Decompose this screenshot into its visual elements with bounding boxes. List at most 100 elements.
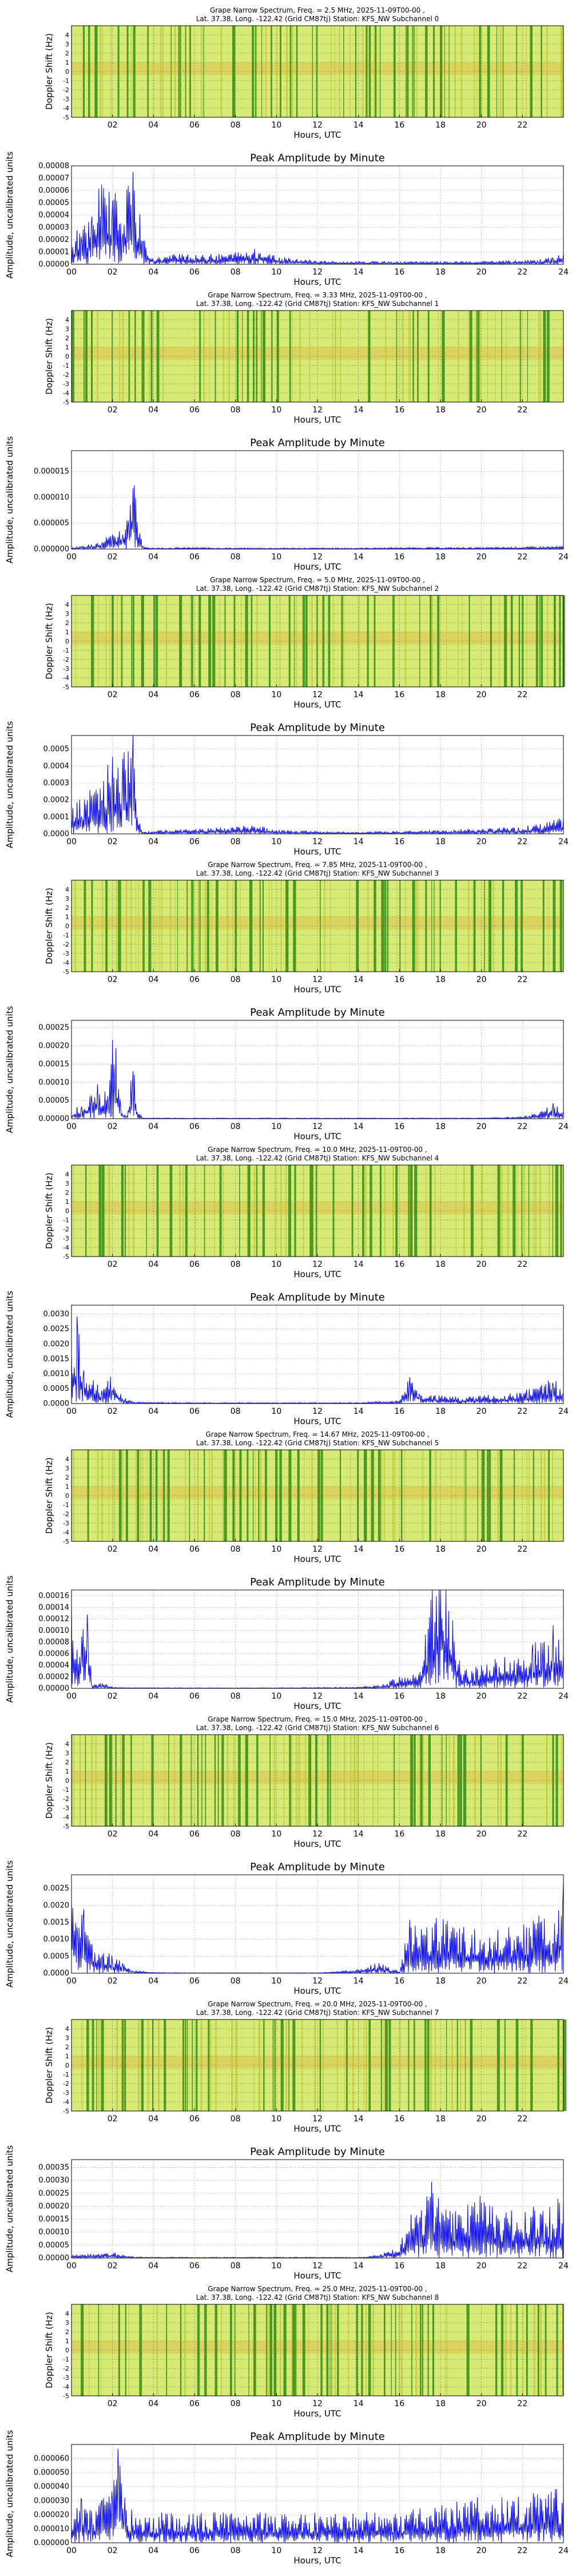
amplitude-xtick-label: 14 — [353, 837, 364, 846]
amplitude-ytick-label: 0.00002 — [38, 236, 69, 244]
spectrum-stripe — [326, 2304, 329, 2396]
spectrum-xlabel: Hours, UTC — [293, 2124, 341, 2134]
spectrum-stripe — [319, 2020, 321, 2111]
spectrum-stripe — [391, 2304, 392, 2396]
amplitude-series-line — [71, 2448, 564, 2543]
spectrum-xtick-label: 10 — [271, 2114, 281, 2124]
amplitude-xtick-label: 14 — [353, 1692, 364, 1701]
spectrum-ytick-label: -5 — [63, 399, 69, 406]
spectrum-stripe — [92, 2020, 94, 2111]
spectrum-xtick-label: 04 — [148, 2114, 158, 2124]
spectrum-xtick-label: 20 — [476, 121, 487, 130]
amplitude-xtick-label: 14 — [353, 1122, 364, 1131]
spectrum-ytick-label: 0 — [65, 353, 69, 360]
spectrum-xtick-label: 12 — [312, 1545, 323, 1554]
spectrum-xtick-label: 22 — [517, 690, 527, 699]
spectrum-stripe — [291, 1735, 292, 1826]
spectrum-stripe — [229, 2304, 232, 2396]
spectrum-stripe — [533, 1450, 534, 1541]
spectrum-ytick-label: 3 — [65, 41, 69, 48]
spectrum-stripe — [361, 2304, 363, 2396]
amplitude-xtick-label: 04 — [148, 1692, 158, 1701]
amplitude-xtick-label: 04 — [148, 837, 158, 846]
spectrum-ytick-label: 4 — [65, 2310, 69, 2317]
spectrum-ytick-label: -5 — [63, 683, 69, 691]
spectrum-xtick-label: 18 — [435, 121, 446, 130]
spectrum-stripe — [298, 1735, 300, 1826]
amplitude-ytick-label: 0.000000 — [34, 545, 69, 554]
spectrum-xtick-label: 12 — [312, 121, 323, 130]
spectrum-stripe — [539, 595, 541, 687]
amplitude-series-line — [71, 1316, 564, 1405]
spectrum-stripe — [192, 880, 194, 972]
amplitude-frame — [71, 2159, 564, 2259]
amplitude-xtick-label: 20 — [476, 268, 487, 277]
spectrum-stripe — [527, 311, 528, 402]
spectrum-xtick-label: 14 — [353, 121, 364, 130]
spectrum-stripe — [296, 26, 298, 117]
spectrum-stripe — [198, 595, 201, 687]
spectrum-stripe — [113, 1450, 115, 1541]
spectrum-xtick-label: 08 — [231, 2114, 241, 2124]
spectrum-xtick-label: 08 — [231, 1260, 241, 1269]
spectrum-stripe — [332, 595, 334, 687]
spectrum-stripe — [510, 2304, 512, 2396]
amplitude-ytick-label: 0.00016 — [38, 1592, 69, 1600]
spectrum-xtick-label: 06 — [189, 690, 200, 699]
spectrum-stripe — [189, 26, 191, 117]
spectrum-stripe — [85, 1735, 86, 1826]
amplitude-ytick-label: 0.00000 — [38, 1684, 69, 1693]
spectrum-stripe — [416, 26, 418, 117]
amplitude-xtick-label: 10 — [271, 837, 281, 846]
spectrum-stripe — [356, 880, 359, 972]
spectrum-stripe — [350, 1450, 351, 1541]
spectrum-xtick-label: 18 — [435, 1545, 446, 1554]
spectrum-xtick-label: 10 — [271, 1830, 281, 1839]
amplitude-xtick-label: 12 — [312, 1407, 323, 1416]
spectrum-stripe — [265, 26, 267, 117]
spectrum-ytick-label: 2 — [65, 1189, 69, 1196]
spectrum-stripe — [146, 1450, 148, 1541]
amplitude-xtick-label: 22 — [517, 837, 527, 846]
spectrum-stripe — [147, 26, 149, 117]
spectrum-xtick-label: 12 — [312, 2399, 323, 2408]
amplitude-frame — [71, 165, 564, 265]
amplitude-ytick-label: 0.0015 — [43, 1918, 70, 1927]
amplitude-xtick-label: 08 — [231, 1122, 241, 1131]
spectrum-stripe — [548, 1450, 550, 1541]
spectrum-stripe — [149, 1450, 152, 1541]
spectrum-panel-4: 02 04 06 08 10 12 14 16 18 20 22-5-4-3-2-101234Gra… — [44, 1146, 564, 1279]
spectrum-xtick-label: 04 — [148, 406, 158, 415]
spectrum-stripe — [427, 311, 430, 402]
spectrum-ylabel: Doppler Shift (Hz) — [44, 318, 54, 395]
spectrum-stripe — [185, 2020, 186, 2111]
amplitude-xtick-label: 22 — [517, 1407, 527, 1416]
amplitude-ytick-label: 0.0000 — [43, 1400, 70, 1408]
spectrum-xtick-label: 16 — [394, 121, 404, 130]
amplitude-ylabel: Amplitude, uncalibrated units — [5, 1576, 15, 1703]
spectrum-frame — [71, 2304, 564, 2396]
spectrum-stripe — [533, 1165, 535, 1257]
spectrum-stripe — [455, 880, 458, 972]
spectrum-frame — [71, 1734, 564, 1827]
amplitude-xtick-label: 02 — [108, 837, 118, 846]
spectrum-stripe — [267, 2304, 269, 2396]
spectrum-stripe — [252, 26, 255, 117]
amplitude-ytick-label: 0.00025 — [38, 1024, 69, 1032]
spectrum-stripe — [444, 26, 445, 117]
spectrum-stripe — [320, 880, 321, 972]
spectrum-stripe — [500, 2304, 504, 2396]
spectrum-xtick-label: 16 — [394, 975, 404, 984]
spectrum-stripe — [152, 2020, 154, 2111]
amplitude-panel-7: 00 02 04 06 08 10 12 14 16 18 20 22 24 0.00000 0.00005… — [5, 2145, 569, 2281]
spectrum-stripe — [430, 2020, 432, 2111]
spectrum-stripe — [350, 1735, 352, 1826]
amplitude-xlabel: Hours, UTC — [293, 846, 341, 857]
spectrum-title-line1: Grape Narrow Spectrum, Freq. = 10.0 MHz,… — [208, 1146, 427, 1154]
amplitude-ytick-label: 0.00005 — [38, 2241, 69, 2249]
amplitude-xtick-label: 24 — [558, 268, 569, 277]
amplitude-xtick-label: 12 — [312, 2261, 323, 2271]
amplitude-xlabel: Hours, UTC — [293, 1986, 341, 1996]
spectrum-stripe — [121, 595, 123, 687]
spectrum-xtick-label: 16 — [394, 1545, 404, 1554]
